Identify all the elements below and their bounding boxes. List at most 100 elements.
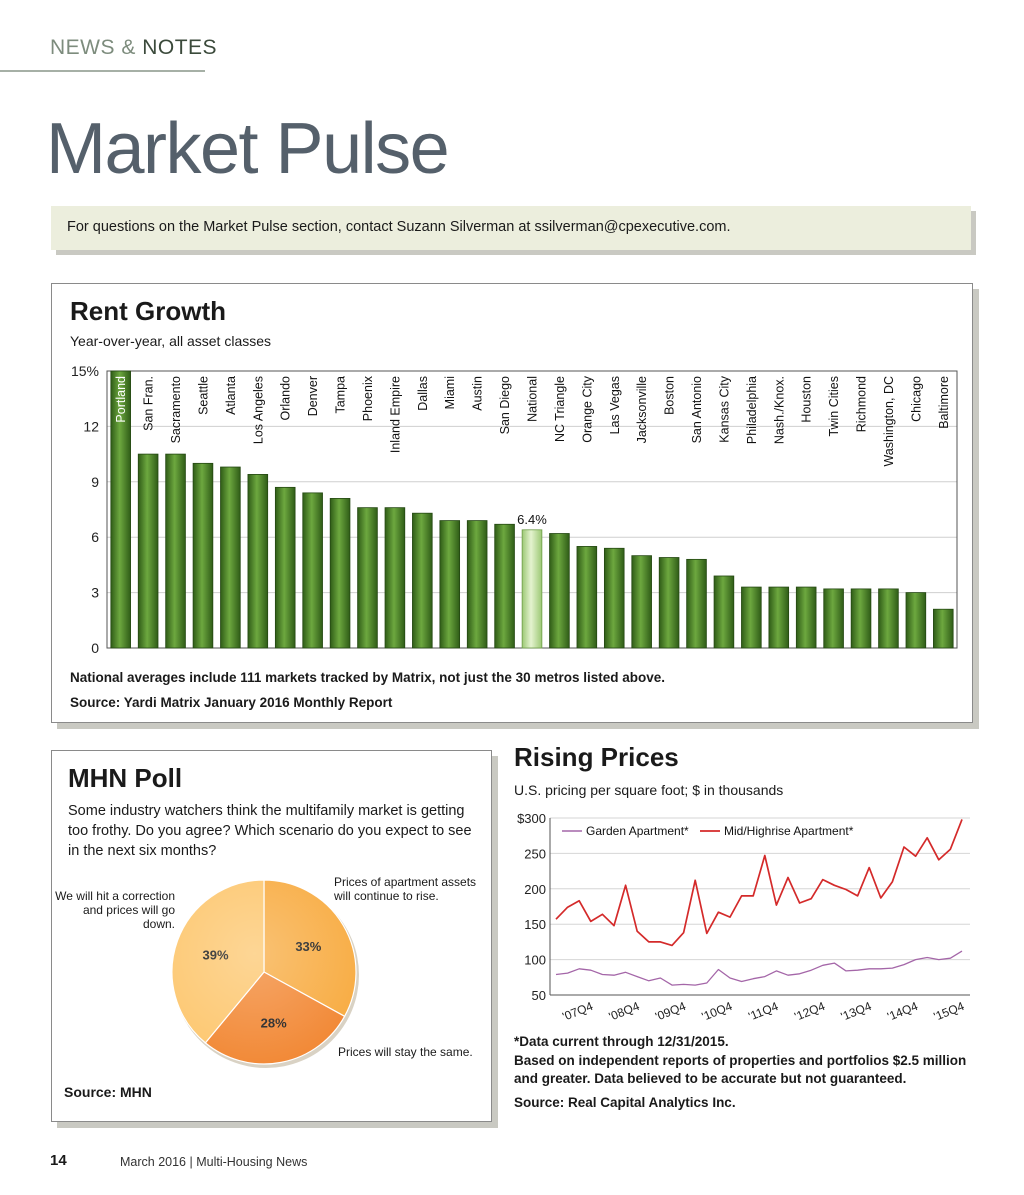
y-tick-label: $300 bbox=[517, 811, 546, 826]
rent-growth-note: National averages include 111 markets tr… bbox=[70, 670, 665, 685]
rising-prices-title: Rising Prices bbox=[514, 742, 679, 772]
category-label: Orlando bbox=[279, 376, 293, 421]
bar bbox=[357, 507, 378, 649]
category-label: Jacksonville bbox=[635, 376, 649, 443]
bar bbox=[220, 466, 241, 649]
mhn-poll-pie-chart: 33%28%39% bbox=[171, 879, 359, 1068]
mhn-poll-title: MHN Poll bbox=[68, 763, 183, 793]
category-label: Richmond bbox=[855, 376, 869, 432]
y-tick-label: 100 bbox=[524, 953, 546, 968]
bar bbox=[439, 520, 461, 649]
category-label: Portland bbox=[114, 376, 128, 423]
category-label: San Fran. bbox=[142, 376, 156, 431]
category-label: Twin Cities bbox=[827, 376, 841, 436]
bar bbox=[905, 592, 927, 649]
category-label: Denver bbox=[306, 376, 320, 416]
x-tick-label: '11Q4 bbox=[746, 999, 780, 1024]
rent-growth-panel: Rent Growth Year-over-year, all asset cl… bbox=[51, 283, 973, 723]
bar bbox=[494, 523, 515, 649]
bar bbox=[631, 555, 652, 649]
x-tick-label: '08Q4 bbox=[607, 999, 642, 1024]
category-label: Las Vegas bbox=[608, 376, 622, 434]
rising-prices-line-chart: 50 100 150 200 250 $300 '07Q4 '08Q4 '09Q4 '10Q4 '1… bbox=[517, 811, 970, 1024]
category-label: Atlanta bbox=[224, 376, 238, 415]
category-label: Houston bbox=[800, 376, 814, 423]
bar bbox=[466, 520, 488, 649]
bar bbox=[933, 608, 954, 649]
bar bbox=[768, 586, 790, 649]
category-label: Kansas City bbox=[717, 375, 731, 442]
bar bbox=[576, 546, 598, 649]
bar bbox=[686, 558, 707, 649]
x-tick-label: '15Q4 bbox=[932, 999, 967, 1024]
rent-growth-bar-chart: 0 3 6 9 12 15% Portland San Fran. Sacramento Seat… bbox=[71, 363, 958, 656]
contact-text: For questions on the Market Pulse sectio… bbox=[67, 219, 731, 235]
x-tick-label: '13Q4 bbox=[839, 999, 874, 1024]
bar bbox=[658, 557, 680, 649]
footer-publication: March 2016 | Multi-Housing News bbox=[120, 1155, 308, 1169]
bar bbox=[165, 453, 186, 649]
section-header-news: NEWS & bbox=[50, 36, 143, 59]
highlight-value-label: 6.4% bbox=[517, 512, 547, 527]
rent-growth-subtitle: Year-over-year, all asset classes bbox=[70, 333, 272, 349]
x-tick-label: '12Q4 bbox=[792, 999, 827, 1024]
y-tick-label: 9 bbox=[91, 474, 99, 490]
section-header-notes: NOTES bbox=[142, 36, 218, 59]
y-tick-label: 0 bbox=[91, 640, 99, 656]
y-tick-label: 250 bbox=[524, 846, 546, 861]
y-tick-label: 50 bbox=[532, 988, 546, 1003]
rent-growth-title: Rent Growth bbox=[70, 296, 226, 326]
y-tick-label: 3 bbox=[91, 585, 99, 601]
mhn-poll-panel: MHN Poll Some industry watchers think th… bbox=[51, 750, 492, 1122]
series-line-garden bbox=[555, 950, 963, 986]
category-label: Tampa bbox=[334, 376, 348, 414]
bar bbox=[110, 370, 131, 649]
category-label: NC Triangle bbox=[553, 376, 567, 442]
bar bbox=[713, 575, 735, 649]
rising-prices-source: Source: Real Capital Analytics Inc. bbox=[514, 1095, 736, 1110]
bar bbox=[795, 586, 817, 649]
y-tick-label: 150 bbox=[524, 917, 546, 932]
category-label: Orange City bbox=[580, 375, 594, 442]
bar bbox=[521, 529, 543, 649]
pie-label-same: Prices will stay the same. bbox=[338, 1045, 473, 1059]
category-label: San Diego bbox=[498, 376, 512, 434]
category-label: San Antonio bbox=[690, 376, 704, 443]
bar bbox=[823, 588, 844, 649]
rising-prices-note-data-current: *Data current through 12/31/2015. bbox=[514, 1034, 729, 1049]
bar bbox=[878, 588, 899, 649]
rising-prices-subtitle: U.S. pricing per square foot; $ in thous… bbox=[514, 782, 784, 798]
category-label: Seattle bbox=[196, 376, 210, 415]
category-label: Austin bbox=[471, 376, 485, 411]
x-tick-label: '07Q4 bbox=[560, 999, 595, 1024]
pie-highlight bbox=[172, 880, 356, 1064]
mhn-poll-source: Source: MHN bbox=[64, 1084, 152, 1100]
x-tick-label: '09Q4 bbox=[653, 999, 688, 1024]
category-label: Phoenix bbox=[361, 375, 375, 421]
x-tick-label: '10Q4 bbox=[700, 999, 735, 1024]
page-title: Market Pulse bbox=[46, 109, 450, 189]
x-tick-label: '14Q4 bbox=[885, 999, 920, 1024]
pie-label-rise: Prices of apartment assets will continue… bbox=[334, 875, 477, 903]
header-rule bbox=[0, 70, 205, 72]
category-label: National bbox=[526, 376, 540, 422]
bar bbox=[741, 586, 762, 649]
y-tick-label: 200 bbox=[524, 882, 546, 897]
bar bbox=[274, 486, 296, 649]
bar bbox=[603, 547, 625, 649]
category-label: Philadelphia bbox=[745, 376, 759, 444]
rising-prices-note-methodology: Based on independent reports of properti… bbox=[514, 1053, 967, 1086]
category-label: Dallas bbox=[416, 376, 430, 411]
contact-banner: For questions on the Market Pulse sectio… bbox=[51, 206, 971, 250]
y-tick-label: 12 bbox=[83, 418, 99, 434]
y-tick-label: 15% bbox=[71, 363, 99, 379]
bar bbox=[549, 533, 570, 649]
bar bbox=[137, 453, 159, 649]
category-label: Chicago bbox=[909, 376, 923, 422]
series-line-midrise bbox=[555, 819, 963, 947]
page-number: 14 bbox=[50, 1152, 67, 1169]
y-tick-label: 6 bbox=[91, 529, 99, 545]
category-label: Nash./Knox. bbox=[772, 376, 786, 444]
bar bbox=[329, 498, 351, 649]
legend-label-midrise: Mid/Highrise Apartment* bbox=[724, 824, 854, 838]
